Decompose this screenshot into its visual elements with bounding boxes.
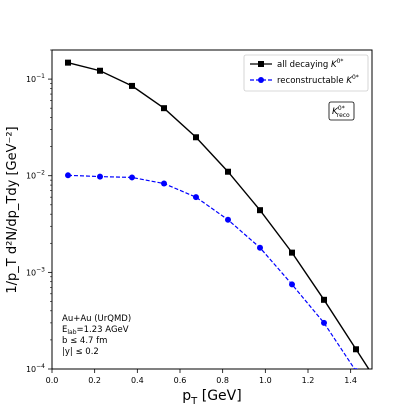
- y-axis-label: 1/p_T d²N/dp_Tdy [GeV⁻²]: [5, 126, 20, 293]
- y-tick-label: 10−2: [26, 170, 45, 181]
- data-point-circle: [129, 174, 135, 181]
- x-tick-label: 0.0: [46, 376, 59, 385]
- legend-entry-reconstructable: reconstructable K0*: [250, 74, 359, 86]
- collision-info-line-4: |y| ≤ 0.2: [62, 347, 99, 357]
- x-tick-label: 1.2: [302, 376, 315, 385]
- data-point-square: [129, 82, 135, 89]
- collision-info-line-2: Elab=1.23 AGeV: [62, 325, 129, 336]
- x-tick-label: 0.2: [88, 376, 101, 385]
- data-point-square: [225, 168, 231, 175]
- data-point-square: [353, 346, 359, 353]
- plot-area: [51, 49, 373, 370]
- y-tick-label: 10−4: [26, 363, 45, 374]
- data-point-circle: [257, 244, 263, 251]
- collision-info-line-3: b ≤ 4.7 fm: [62, 336, 107, 346]
- data-point-circle: [225, 216, 231, 223]
- annotation-box-label: K0* reco: [332, 105, 350, 119]
- x-tick-label: 1.0: [259, 376, 272, 385]
- data-point-circle: [97, 173, 103, 180]
- series-reconstructable: [65, 172, 359, 369]
- legend-label-all-decaying: all decaying K0*: [277, 58, 343, 70]
- legend-marker-square: [258, 61, 264, 67]
- annotation-box: K0* reco: [328, 101, 355, 121]
- data-point-square: [321, 296, 327, 303]
- data-point-circle: [161, 180, 167, 187]
- legend-entry-all-decaying: all decaying K0*: [250, 58, 343, 70]
- data-point-circle: [65, 172, 71, 179]
- legend: all decaying K0* reconstructable K0*: [243, 54, 369, 92]
- plot-frame: [51, 49, 373, 370]
- series-layer: [65, 59, 370, 369]
- x-tick-label: 0.8: [216, 376, 229, 385]
- collision-info: Au+Au (UrQMD) Elab=1.23 AGeV b ≤ 4.7 fm …: [62, 314, 131, 357]
- data-point-square: [193, 134, 199, 141]
- legend-box: [243, 54, 369, 92]
- data-point-square: [289, 249, 295, 256]
- x-axis-label: pT [GeV]: [182, 388, 241, 407]
- series-all-decaying: [65, 59, 370, 369]
- x-axis: 0.0 0.2 0.4 0.6 0.8 1.0 1.2 1.4: [46, 369, 357, 385]
- collision-info-line-1: Au+Au (UrQMD): [62, 314, 131, 324]
- x-tick-label: 0.4: [131, 376, 144, 385]
- y-axis: 10−1 10−2 10−3 10−4: [26, 49, 52, 374]
- y-tick-label: 10−3: [26, 266, 45, 277]
- legend-label-reconstructable: reconstructable K0*: [277, 74, 359, 86]
- data-point-circle: [193, 194, 199, 201]
- data-point-square: [257, 207, 263, 214]
- data-point-square: [161, 105, 167, 112]
- annotation-box-frame: [328, 101, 355, 121]
- x-tick-label: 1.4: [344, 376, 357, 385]
- data-point-circle: [353, 368, 359, 369]
- data-point-circle: [289, 281, 295, 288]
- series-line: [67, 174, 356, 369]
- x-tick-label: 0.6: [174, 376, 187, 385]
- data-point-circle: [321, 319, 327, 326]
- data-point-square: [97, 67, 103, 74]
- y-tick-label: 10−1: [26, 73, 45, 84]
- data-point-square: [65, 59, 71, 66]
- legend-marker-circle: [258, 77, 264, 83]
